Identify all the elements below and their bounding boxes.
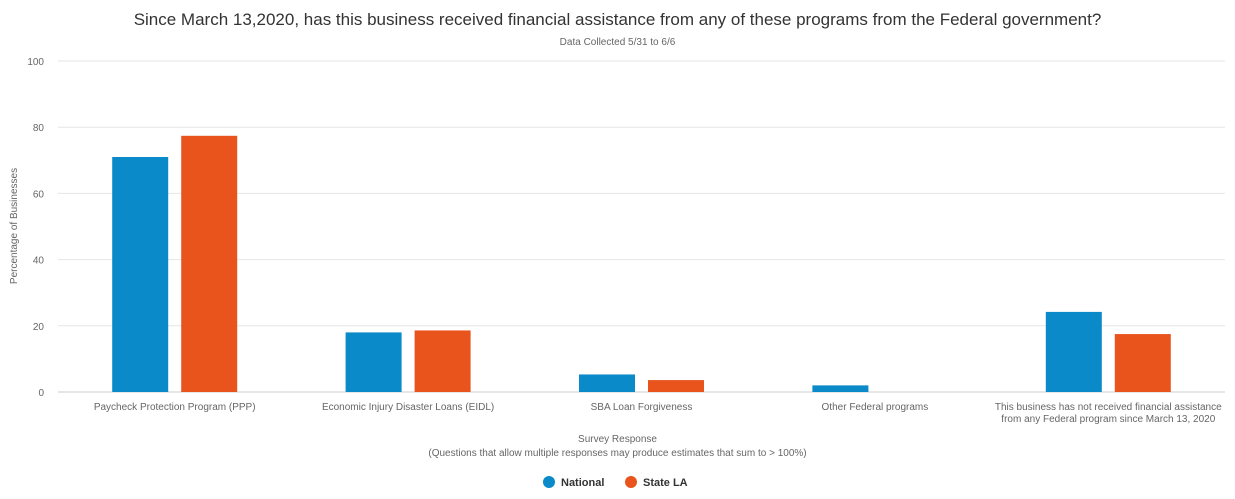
y-tick-label: 100	[27, 57, 44, 68]
bars	[112, 135, 1171, 392]
bar-national[interactable]	[112, 156, 169, 392]
x-tick-label: Other Federal programs	[822, 402, 929, 413]
x-tick-label: SBA Loan Forgiveness	[591, 402, 693, 413]
legend-marker	[625, 476, 637, 488]
y-tick-label: 60	[33, 189, 45, 200]
y-tick-label: 0	[38, 388, 44, 399]
bar-national[interactable]	[579, 374, 635, 392]
legend-item-state-la[interactable]: State LA	[625, 476, 688, 489]
y-tick-label: 40	[33, 256, 45, 267]
bar-national[interactable]	[812, 385, 869, 392]
y-axis-ticks: 0 20 40 60 80 100	[27, 57, 44, 399]
x-tick-label: This business has not received financial…	[995, 402, 1222, 425]
chart-title: Since March 13,2020, has this business r…	[134, 10, 1102, 29]
bar-state-la[interactable]	[414, 330, 471, 392]
x-tick-label-line: Other Federal programs	[822, 402, 929, 413]
bar-state-la[interactable]	[181, 135, 238, 392]
chart-subtitle: Data Collected 5/31 to 6/6	[560, 37, 676, 48]
x-tick-label: Economic Injury Disaster Loans (EIDL)	[322, 402, 494, 413]
x-tick-label-line: Paycheck Protection Program (PPP)	[94, 402, 256, 413]
legend: National State LA	[543, 476, 688, 489]
x-axis-ticks: Paycheck Protection Program (PPP) Economi…	[94, 402, 1222, 425]
bar-state-la[interactable]	[1114, 334, 1171, 392]
bar-state-la[interactable]	[648, 380, 704, 392]
gridlines	[58, 60, 1225, 393]
y-axis-label: Percentage of Businesses	[9, 168, 20, 284]
y-tick-label: 20	[33, 322, 45, 333]
legend-label: State LA	[643, 477, 688, 489]
x-tick-label-line: This business has not received financial…	[995, 402, 1222, 413]
x-tick-label: Paycheck Protection Program (PPP)	[94, 402, 256, 413]
y-tick-label: 80	[33, 123, 45, 134]
x-tick-label-line: Economic Injury Disaster Loans (EIDL)	[322, 402, 494, 413]
x-tick-label-line: from any Federal program since March 13,…	[1001, 414, 1215, 425]
legend-item-national[interactable]: National	[543, 476, 604, 489]
bar-national[interactable]	[1045, 311, 1102, 392]
bar-national[interactable]	[345, 332, 402, 392]
x-tick-label-line: SBA Loan Forgiveness	[591, 402, 693, 413]
legend-marker	[543, 476, 555, 488]
x-axis-label: Survey Response	[578, 434, 657, 445]
x-axis-note: (Questions that allow multiple responses…	[428, 448, 806, 459]
legend-label: National	[561, 477, 604, 489]
